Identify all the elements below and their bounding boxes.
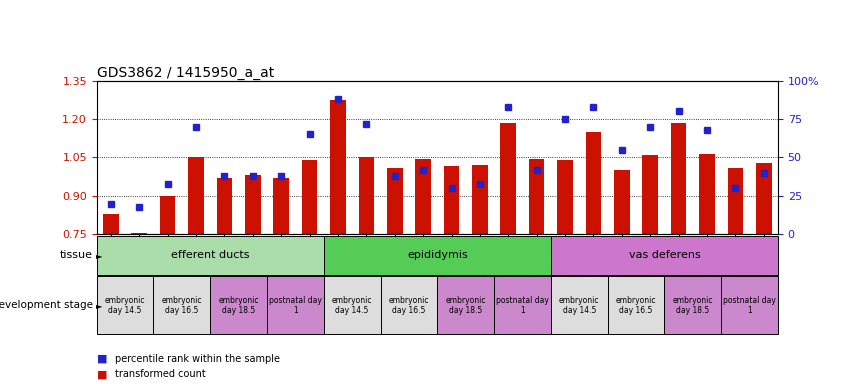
Bar — [358, 157, 374, 234]
Bar — [551, 276, 607, 334]
Text: embryonic
day 14.5: embryonic day 14.5 — [105, 296, 145, 315]
Bar — [331, 100, 346, 234]
Text: embryonic
day 18.5: embryonic day 18.5 — [219, 296, 259, 315]
Bar — [551, 236, 778, 275]
Bar — [302, 160, 317, 234]
Text: embryonic
day 16.5: embryonic day 16.5 — [389, 296, 429, 315]
Text: vas deferens: vas deferens — [628, 250, 701, 260]
Text: ■: ■ — [97, 354, 107, 364]
Bar — [103, 214, 119, 234]
Text: ►: ► — [96, 301, 103, 310]
Text: GDS3862 / 1415950_a_at: GDS3862 / 1415950_a_at — [97, 66, 274, 79]
Text: embryonic
day 14.5: embryonic day 14.5 — [332, 296, 373, 315]
Text: transformed count: transformed count — [115, 369, 206, 379]
Bar — [97, 276, 153, 334]
Bar — [558, 160, 573, 234]
Text: efferent ducts: efferent ducts — [171, 250, 250, 260]
Bar — [97, 236, 324, 275]
Bar — [643, 155, 658, 234]
Bar — [699, 154, 715, 234]
Text: percentile rank within the sample: percentile rank within the sample — [115, 354, 280, 364]
Text: embryonic
day 18.5: embryonic day 18.5 — [446, 296, 486, 315]
Text: tissue: tissue — [60, 250, 93, 260]
Text: embryonic
day 16.5: embryonic day 16.5 — [161, 296, 202, 315]
Bar — [721, 276, 778, 334]
Text: development stage: development stage — [0, 300, 93, 310]
Bar — [494, 276, 551, 334]
Bar — [273, 178, 289, 234]
Bar — [664, 276, 721, 334]
Bar — [387, 168, 403, 234]
Bar — [671, 123, 686, 234]
Bar — [188, 157, 204, 234]
Bar — [444, 166, 459, 234]
Text: postnatal day
1: postnatal day 1 — [723, 296, 776, 315]
Bar — [217, 178, 232, 234]
Text: ■: ■ — [97, 369, 107, 379]
Bar — [585, 132, 601, 234]
Text: embryonic
day 14.5: embryonic day 14.5 — [559, 296, 600, 315]
Text: postnatal day
1: postnatal day 1 — [269, 296, 322, 315]
Text: ►: ► — [96, 251, 103, 260]
Text: embryonic
day 16.5: embryonic day 16.5 — [616, 296, 656, 315]
Bar — [324, 236, 551, 275]
Text: epididymis: epididymis — [407, 250, 468, 260]
Bar — [756, 162, 771, 234]
Bar — [324, 276, 380, 334]
Bar — [210, 276, 267, 334]
Bar — [607, 276, 664, 334]
Bar — [472, 165, 488, 234]
Bar — [614, 170, 630, 234]
Bar — [500, 123, 516, 234]
Bar — [437, 276, 494, 334]
Bar — [267, 276, 324, 334]
Text: postnatal day
1: postnatal day 1 — [496, 296, 549, 315]
Text: embryonic
day 18.5: embryonic day 18.5 — [673, 296, 713, 315]
Bar — [727, 168, 743, 234]
Bar — [153, 276, 210, 334]
Bar — [131, 233, 147, 234]
Bar — [160, 196, 176, 234]
Bar — [415, 159, 431, 234]
Bar — [245, 175, 261, 234]
Bar — [380, 276, 437, 334]
Bar — [529, 159, 544, 234]
